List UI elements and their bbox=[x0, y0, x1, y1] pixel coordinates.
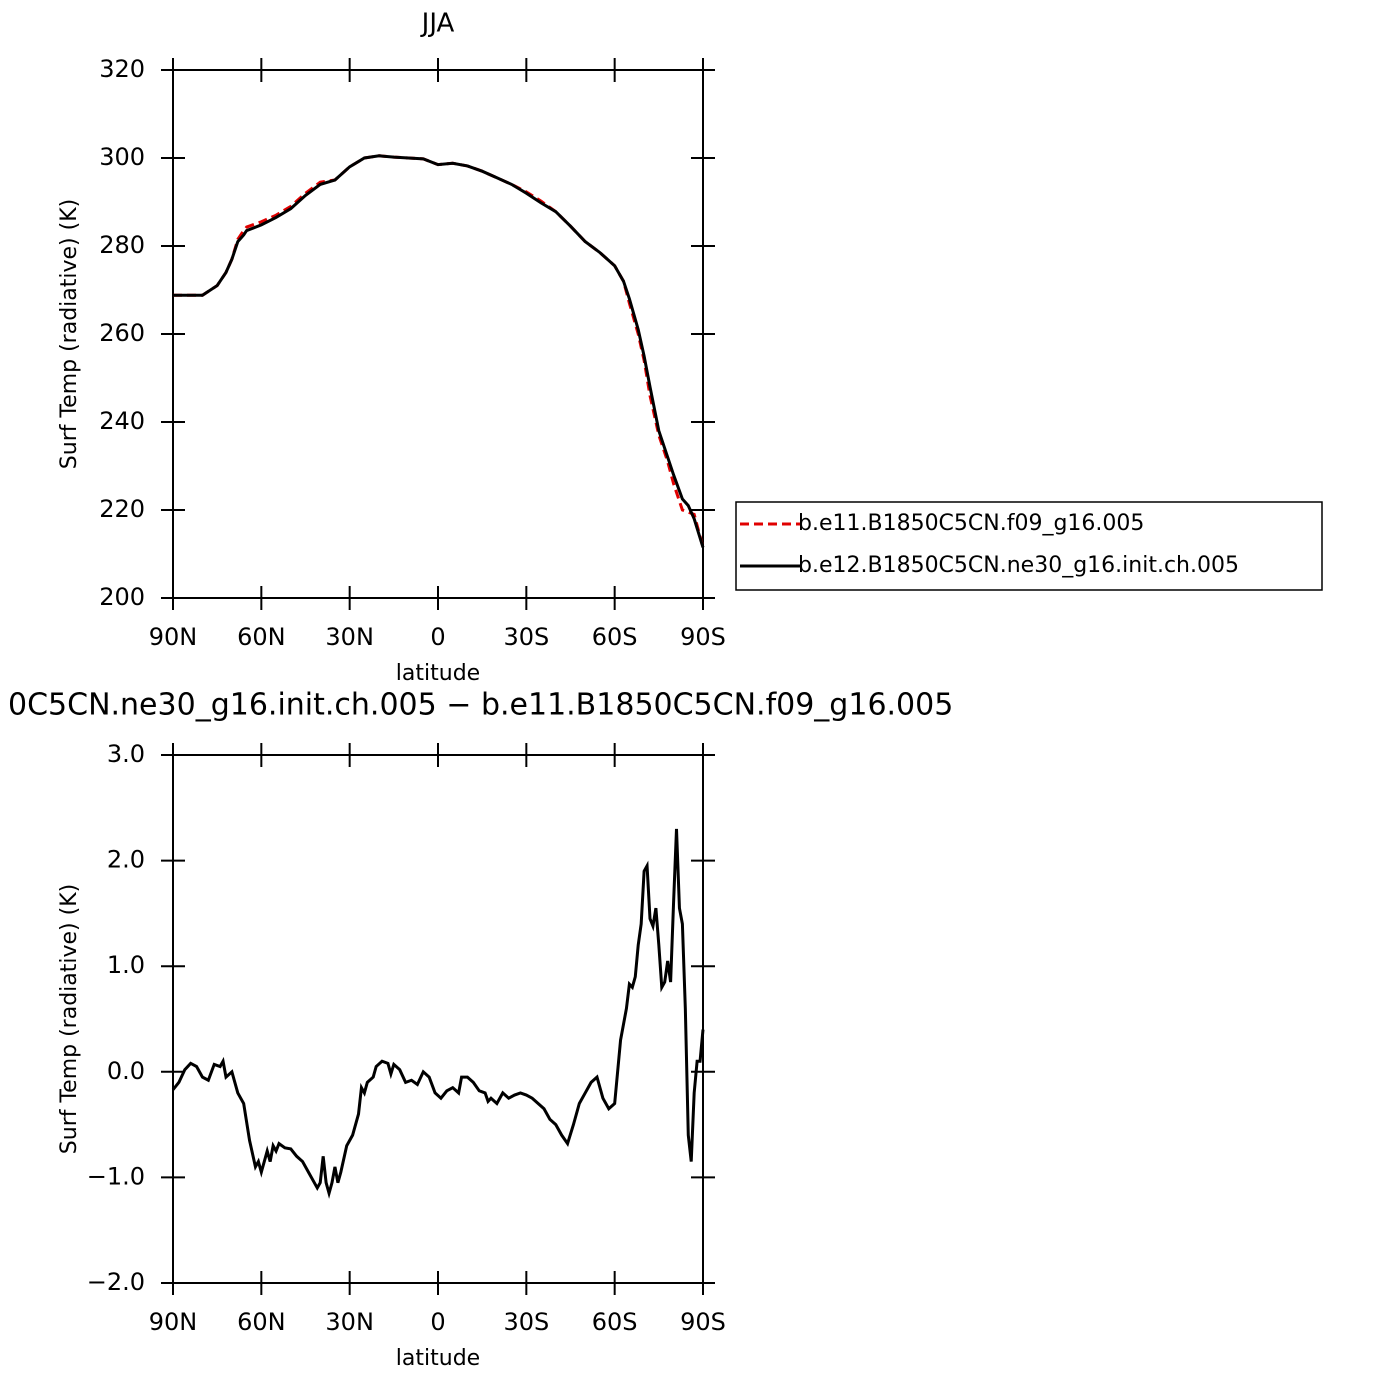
legend-label: b.e11.B1850C5CN.f09_g16.005 bbox=[798, 511, 1144, 536]
x-tick-label: 60S bbox=[592, 623, 638, 651]
y-tick-label: 1.0 bbox=[107, 951, 145, 979]
x-axis-label: latitude bbox=[396, 661, 480, 686]
data-line bbox=[171, 828, 705, 1199]
x-tick-label: 90N bbox=[149, 623, 198, 651]
x-tick-label: 90S bbox=[680, 1308, 726, 1336]
y-tick-label: 260 bbox=[99, 319, 145, 347]
x-tick-label: 30S bbox=[503, 623, 549, 651]
y-tick-label: 200 bbox=[99, 583, 145, 611]
x-tick-label: 90N bbox=[149, 1308, 198, 1336]
x-tick-label: 60N bbox=[237, 623, 286, 651]
x-tick-label: 30N bbox=[325, 1308, 374, 1336]
x-tick-label: 30S bbox=[503, 1308, 549, 1336]
y-tick-label: 240 bbox=[99, 407, 145, 435]
x-tick-label: 60S bbox=[592, 1308, 638, 1336]
x-tick-label: 90S bbox=[680, 623, 726, 651]
y-axis-label: Surf Temp (radiative) (K) bbox=[57, 884, 82, 1154]
y-tick-label: 280 bbox=[99, 231, 145, 259]
data-line bbox=[173, 154, 705, 548]
y-axis-label: Surf Temp (radiative) (K) bbox=[57, 199, 82, 469]
y-tick-label: 320 bbox=[99, 55, 145, 83]
y-tick-label: −1.0 bbox=[87, 1162, 145, 1190]
y-tick-label: 0.0 bbox=[107, 1057, 145, 1085]
x-tick-label: 0 bbox=[430, 623, 445, 651]
chart-title: JJA bbox=[420, 9, 455, 39]
y-tick-label: −2.0 bbox=[87, 1268, 145, 1296]
y-tick-label: 3.0 bbox=[107, 740, 145, 768]
x-axis-label: latitude bbox=[396, 1346, 480, 1371]
y-tick-label: 2.0 bbox=[107, 846, 145, 874]
data-line bbox=[173, 154, 705, 548]
x-tick-label: 0 bbox=[430, 1308, 445, 1336]
y-tick-label: 220 bbox=[99, 495, 145, 523]
legend-box bbox=[735, 501, 1323, 591]
x-tick-label: 30N bbox=[325, 623, 374, 651]
legend-label: b.e12.B1850C5CN.ne30_g16.init.ch.005 bbox=[798, 553, 1239, 578]
x-tick-label: 60N bbox=[237, 1308, 286, 1336]
plot-frame bbox=[172, 69, 704, 599]
y-tick-label: 300 bbox=[99, 143, 145, 171]
legend: b.e11.B1850C5CN.f09_g16.005 b.e12.B1850C5… bbox=[735, 501, 1323, 591]
chart-title: 0C5CN.ne30_g16.init.ch.005 − b.e11.B1850… bbox=[8, 688, 953, 723]
